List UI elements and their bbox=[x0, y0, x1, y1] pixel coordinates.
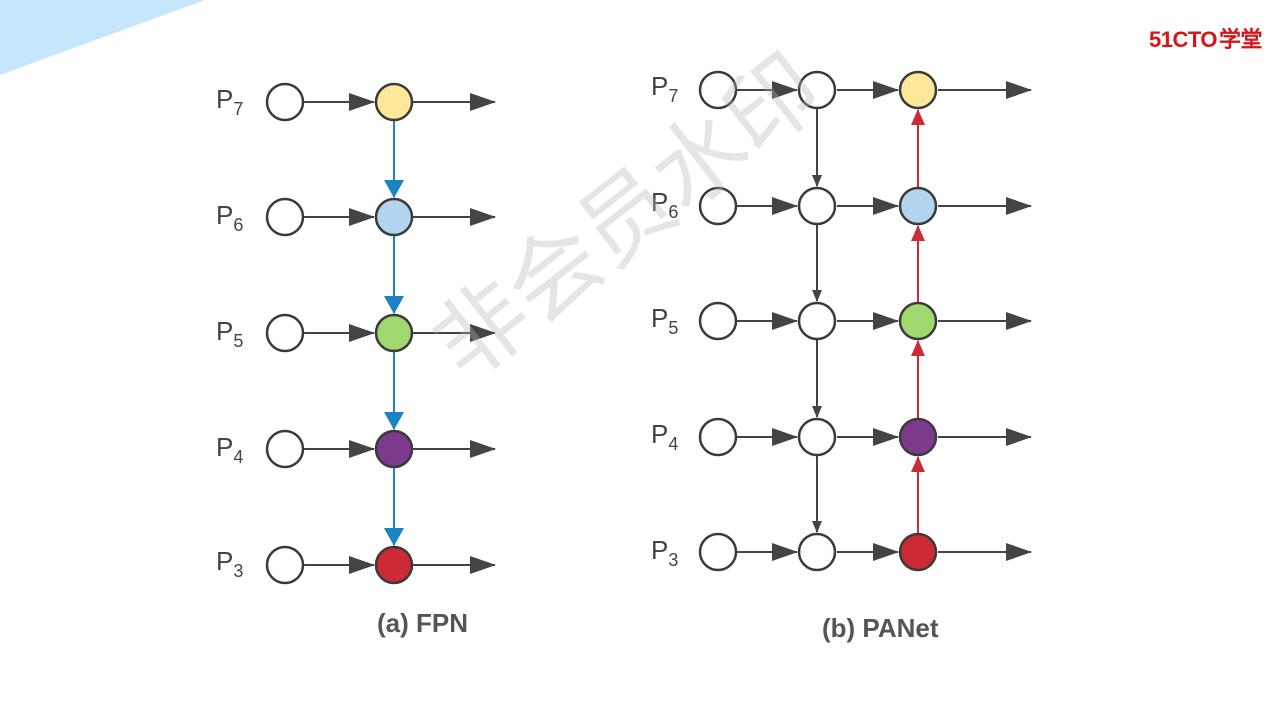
fpn-output-arrows bbox=[413, 93, 496, 574]
fpn-feature-node-p6 bbox=[374, 197, 414, 237]
fpn-input-nodes bbox=[265, 82, 305, 585]
fpn-caption: (a) FPN bbox=[377, 608, 468, 638]
panet-label-p5: P5 bbox=[651, 303, 678, 338]
panet-labels: P7 P6 P5 P4 P3 bbox=[651, 71, 678, 570]
panet-lateral-arrows-2 bbox=[837, 81, 899, 561]
fpn-feature-node-p5 bbox=[374, 313, 414, 353]
panet-lateral-arrows-1 bbox=[737, 81, 798, 561]
panet-diagram: P7 P6 P5 P4 P3 bbox=[651, 70, 1032, 643]
panet-feature-node-p7 bbox=[898, 70, 938, 110]
fpn-label-p6: P6 bbox=[216, 200, 243, 235]
panet-caption: (b) PANet bbox=[822, 613, 939, 643]
panet-feature-node-p3 bbox=[898, 532, 938, 572]
fpn-label-p5: P5 bbox=[216, 316, 243, 351]
panet-feature-node-p4 bbox=[898, 417, 938, 457]
panet-topdown-node-p4 bbox=[797, 417, 837, 457]
logo-brand: 51CTO bbox=[1148, 27, 1218, 52]
logo-suffix: 学堂 bbox=[1218, 27, 1263, 52]
panet-topdown-node-p5 bbox=[797, 301, 837, 341]
panet-topdown-node-p7 bbox=[797, 70, 837, 110]
panet-output-arrows bbox=[938, 81, 1032, 561]
panet-input-node-p4 bbox=[698, 417, 738, 457]
corner-decoration bbox=[0, 0, 205, 75]
fpn-labels: P7 P6 P5 P4 P3 bbox=[216, 84, 243, 581]
panet-input-node-p3 bbox=[698, 532, 738, 572]
fpn-feature-node-p3 bbox=[374, 545, 414, 585]
fpn-input-node-p4 bbox=[265, 429, 305, 469]
panet-feature-node-p5 bbox=[898, 301, 938, 341]
fpn-input-node-p5 bbox=[265, 313, 305, 353]
panet-topdown-node-p3 bbox=[797, 532, 837, 572]
panet-label-p4: P4 bbox=[651, 419, 678, 454]
fpn-label-p4: P4 bbox=[216, 432, 243, 467]
panet-input-node-p5 bbox=[698, 301, 738, 341]
fpn-feature-nodes bbox=[374, 82, 414, 585]
panet-feature-node-p6 bbox=[898, 186, 938, 226]
panet-label-p6: P6 bbox=[651, 187, 678, 222]
fpn-input-node-p3 bbox=[265, 545, 305, 585]
panet-feature-nodes bbox=[898, 70, 938, 572]
panet-input-node-p7 bbox=[698, 70, 738, 110]
panet-label-p7: P7 bbox=[651, 71, 678, 106]
fpn-label-p7: P7 bbox=[216, 84, 243, 119]
panet-input-nodes bbox=[698, 70, 738, 572]
brand-logo: 51CTO学堂 bbox=[1148, 22, 1263, 54]
panet-label-p3: P3 bbox=[651, 535, 678, 570]
fpn-feature-node-p7 bbox=[374, 82, 414, 122]
fpn-label-p3: P3 bbox=[216, 546, 243, 581]
fpn-lateral-arrows bbox=[304, 93, 375, 574]
fpn-feature-node-p4 bbox=[374, 429, 414, 469]
fpn-diagram: P7 P6 P5 P4 P3 bbox=[216, 82, 496, 638]
fpn-input-node-p6 bbox=[265, 197, 305, 237]
fpn-input-node-p7 bbox=[265, 82, 305, 122]
panet-topdown-nodes bbox=[797, 70, 837, 572]
panet-topdown-node-p6 bbox=[797, 186, 837, 226]
panet-input-node-p6 bbox=[698, 186, 738, 226]
